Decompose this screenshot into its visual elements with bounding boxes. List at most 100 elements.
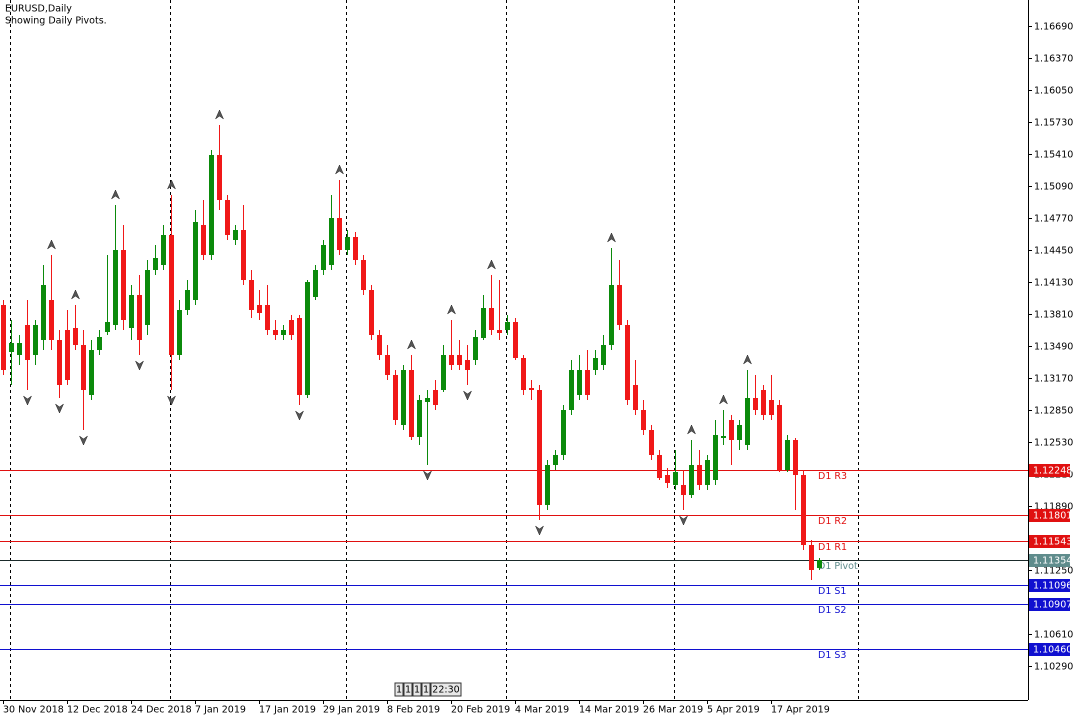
candle-body: [145, 270, 150, 325]
pivot-levels: D1 R3 D1 R2 D1 R1 D1 Pivot D1 S1 D1 S2 D1 S3: [0, 470, 1028, 661]
candle-body: [361, 260, 366, 290]
price-tag-label: 1.11801: [1033, 511, 1072, 522]
pivot-label: D1 S2: [818, 605, 846, 616]
candle-body: [617, 285, 622, 325]
price-tag: [1029, 464, 1070, 477]
candle-body: [433, 390, 438, 405]
candle-body: [297, 318, 302, 395]
price-tag-label: 1.10460: [1033, 645, 1072, 656]
candle-body: [697, 465, 702, 485]
candle-body: [457, 355, 462, 365]
candle-body: [529, 388, 534, 390]
candle-body: [273, 330, 278, 335]
y-tick-label: 1.13490: [1034, 342, 1073, 353]
candle-body: [49, 300, 54, 340]
chart-title: EURUSD,Daily: [5, 4, 72, 15]
candle-body: [73, 328, 78, 345]
fractal-up: [70, 289, 81, 300]
x-tick-label: 20 Feb 2019: [451, 705, 510, 716]
candle-body: [761, 390, 766, 415]
candle-body: [729, 420, 734, 440]
candle-body: [9, 343, 14, 352]
x-tick-label: 26 Mar 2019: [643, 705, 703, 716]
candle-body: [17, 343, 22, 355]
timer-box: [430, 682, 462, 697]
period-separators: [10, 0, 859, 700]
fractal-up: [214, 109, 225, 120]
candle-body: [785, 440, 790, 470]
x-tick-label: 8 Feb 2019: [387, 705, 440, 716]
x-tick-label: 17 Apr 2019: [771, 705, 830, 716]
candle-body: [377, 335, 382, 355]
timer-box: [412, 682, 422, 697]
y-tick-label: 1.14130: [1034, 278, 1073, 289]
x-tick-label: 24 Dec 2018: [131, 705, 192, 716]
candle-body: [57, 340, 62, 385]
candle-body: [257, 305, 262, 313]
candle-body: [473, 337, 478, 360]
candle-body: [593, 358, 598, 370]
candle-body: [105, 322, 110, 332]
y-tick-label: 1.16690: [1034, 22, 1073, 33]
candle-body: [569, 370, 574, 410]
candle-body: [681, 485, 686, 495]
candle-body: [281, 330, 286, 335]
candle-body: [201, 225, 206, 255]
candle-body: [153, 258, 158, 270]
fractal-down: [534, 525, 545, 536]
price-tag: [1029, 554, 1070, 567]
x-tick-label: 12 Dec 2018: [67, 705, 128, 716]
candle-body: [801, 475, 806, 545]
candle-body: [633, 385, 638, 410]
y-tick-label: 1.11250: [1034, 566, 1073, 577]
candle-body: [505, 322, 510, 330]
x-tick-label: 30 Nov 2018: [3, 705, 64, 716]
candle-body: [625, 325, 630, 400]
candle-body: [353, 237, 358, 260]
candle-body: [305, 282, 310, 395]
x-tick-label: 14 Mar 2019: [579, 705, 639, 716]
pivot-label: D1 Pivot: [818, 561, 858, 572]
fractal-down: [78, 435, 89, 446]
candle-body: [425, 398, 430, 402]
candle-body: [769, 400, 774, 415]
candle-body: [665, 475, 670, 483]
candle-body: [249, 280, 254, 310]
candle-body: [161, 235, 166, 265]
y-tick-label: 1.15090: [1034, 182, 1073, 193]
candle-body: [705, 460, 710, 485]
fractal-up: [446, 304, 457, 315]
y-tick-label: 1.14450: [1034, 246, 1073, 257]
candle-body: [241, 230, 246, 280]
y-tick-label: 1.12530: [1034, 438, 1073, 449]
fractal-down: [678, 515, 689, 526]
pivot-label: D1 R2: [818, 516, 847, 527]
candle-body: [753, 398, 758, 410]
fractal-up: [686, 424, 697, 435]
candle-body: [329, 218, 334, 265]
candle-body: [337, 218, 342, 250]
price-tag: [1029, 509, 1070, 522]
price-tag-label: 1.11354: [1033, 556, 1072, 567]
y-tick-label: 1.12850: [1034, 406, 1073, 417]
candle-body: [673, 472, 678, 485]
y-tick-label: 1.15410: [1034, 150, 1073, 161]
fractal-up: [718, 394, 729, 405]
candle-body: [513, 322, 518, 358]
candle-body: [393, 375, 398, 420]
candle-body: [1, 305, 6, 370]
candle-body: [465, 360, 470, 370]
fractal-down: [22, 395, 33, 406]
fractal-down: [294, 410, 305, 421]
fractal-up: [110, 189, 121, 200]
y-tick-label: 1.16050: [1034, 86, 1073, 97]
price-tag: [1029, 598, 1070, 611]
fractal-up: [46, 239, 57, 250]
candle-body: [121, 250, 126, 320]
fractal-down: [166, 395, 177, 406]
candle-body: [313, 270, 318, 297]
candle-body: [193, 222, 198, 300]
candle-body: [777, 405, 782, 470]
